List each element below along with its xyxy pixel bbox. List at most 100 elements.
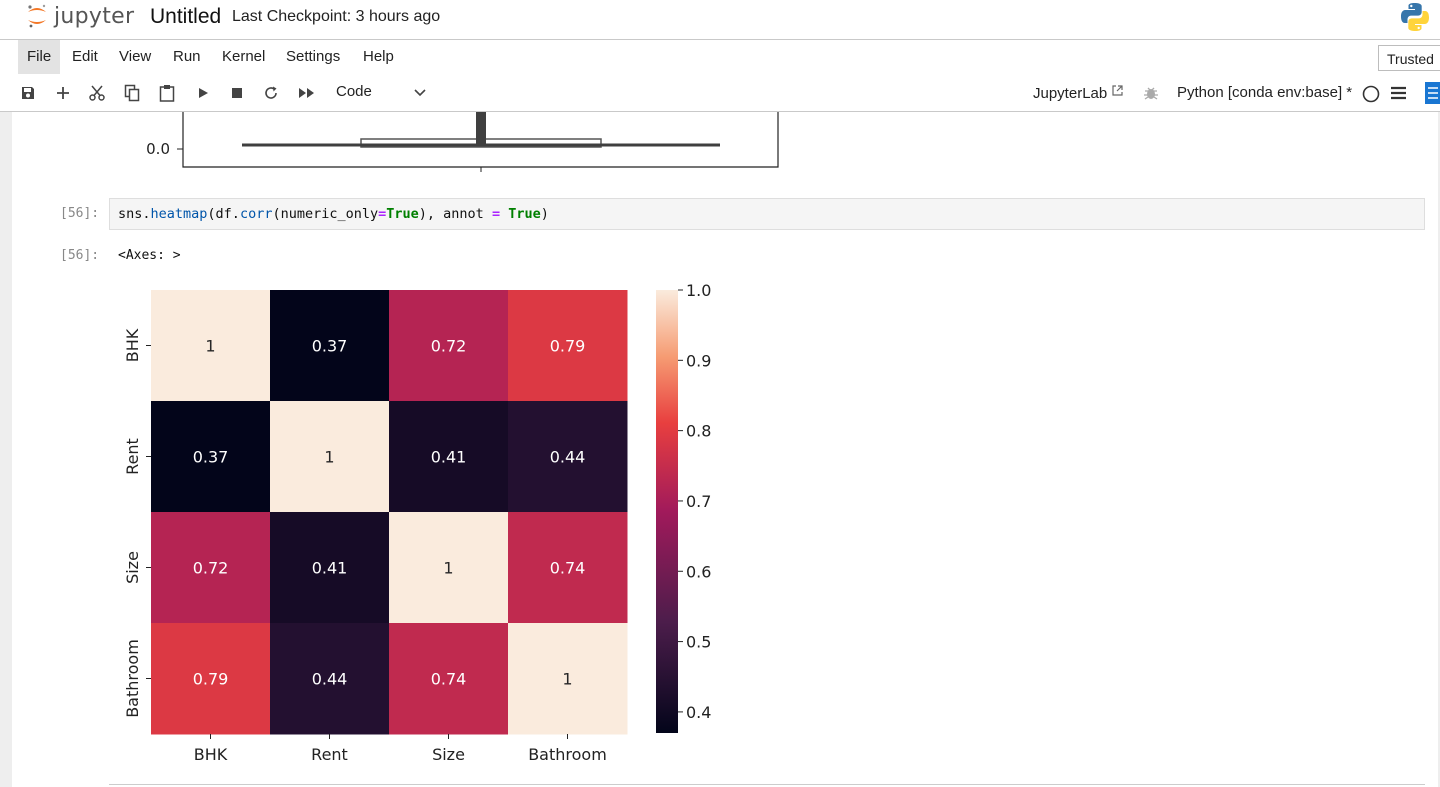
copy-icon bbox=[124, 84, 140, 102]
heatmap-cell bbox=[508, 623, 628, 735]
heatmap-cells: 1 0.37 0.72 0.79 0.37 1 0.41 0.44 0.72 0.41 1 0.74 0… bbox=[151, 290, 628, 735]
heatmap-annotation: 0.79 bbox=[550, 337, 586, 356]
heatmap-annotation: 1 bbox=[324, 448, 334, 467]
heatmap-cell bbox=[151, 290, 271, 402]
heatmap-annotation: 0.72 bbox=[193, 559, 229, 578]
menu-kernel[interactable]: Kernel bbox=[222, 48, 266, 65]
x-tick-label: BHK bbox=[194, 745, 228, 764]
code-token: sns. bbox=[118, 206, 151, 222]
code-token-function: corr bbox=[239, 206, 273, 222]
menu-edit[interactable]: Edit bbox=[72, 48, 98, 65]
kernel-name[interactable]: Python [conda env:base] * bbox=[1177, 84, 1353, 101]
code-token-operator: = bbox=[378, 206, 387, 222]
colorbar-tick-label: 1.0 bbox=[686, 281, 711, 300]
copy-button[interactable] bbox=[121, 82, 143, 104]
notebook-title[interactable]: Untitled bbox=[150, 5, 222, 28]
code-token bbox=[500, 206, 508, 222]
debugger-icon[interactable] bbox=[1143, 85, 1159, 101]
stop-icon bbox=[232, 88, 242, 98]
code-token: (numeric_only bbox=[272, 206, 379, 222]
heatmap-cell bbox=[508, 512, 628, 624]
code-cell-input[interactable]: sns.heatmap(df.corr(numeric_only=True), … bbox=[109, 198, 1425, 230]
heatmap-annotation: 0.44 bbox=[312, 670, 348, 689]
colorbar-tick-label: 0.6 bbox=[686, 562, 711, 581]
save-icon bbox=[22, 87, 34, 99]
correlation-heatmap: 1 0.37 0.72 0.790.37 1 0.41 0.440.72 0.41 1 0.740… bbox=[123, 281, 711, 764]
menu-run[interactable]: Run bbox=[173, 48, 201, 65]
heatmap-cell bbox=[270, 290, 390, 402]
code-token-function: heatmap bbox=[150, 206, 208, 222]
paste-button[interactable] bbox=[156, 82, 178, 104]
cell-type-select[interactable]: Code bbox=[336, 83, 372, 100]
previous-boxplot: 0.0 bbox=[146, 112, 779, 172]
python-logo-icon bbox=[1401, 3, 1429, 31]
scissors-icon bbox=[89, 85, 105, 101]
colorbar-tick-label: 0.4 bbox=[686, 703, 711, 722]
heatmap-cell bbox=[508, 290, 628, 402]
heatmap-annotation: 1 bbox=[205, 337, 215, 356]
x-tick-label: Bathroom bbox=[528, 745, 607, 764]
output-prompt: [56]: bbox=[60, 248, 100, 263]
heatmap-annotation: 0.74 bbox=[550, 559, 586, 578]
interrupt-button[interactable] bbox=[226, 82, 248, 104]
colorbar-tick-label: 0.9 bbox=[686, 351, 711, 370]
jupyter-logo-icon bbox=[28, 4, 46, 28]
heatmap-annotation: 0.79 bbox=[193, 670, 229, 689]
restart-button[interactable] bbox=[260, 82, 282, 104]
restart-run-all-button[interactable] bbox=[296, 82, 318, 104]
code-token: ), annot bbox=[418, 206, 492, 222]
heatmap-annotation: 0.41 bbox=[312, 559, 348, 578]
refresh-icon bbox=[265, 86, 277, 99]
plus-icon bbox=[57, 87, 69, 99]
notebook-panel[interactable]: 0.0 [56]: sns.heatmap(df.corr(numeric_on… bbox=[12, 112, 1438, 787]
paste-icon bbox=[159, 85, 175, 102]
chevron-down-icon bbox=[414, 89, 426, 97]
heatmap-annotation: 0.37 bbox=[193, 448, 229, 467]
heatmap-cell bbox=[151, 401, 271, 513]
heatmap-cell bbox=[270, 512, 390, 624]
fast-forward-icon bbox=[299, 88, 314, 98]
input-prompt: [56]: bbox=[60, 206, 100, 221]
menu-help[interactable]: Help bbox=[363, 48, 394, 65]
notebook-toolbar: Code JupyterLab Python [conda env:base] … bbox=[0, 74, 1440, 112]
heatmap-annotation: 1 bbox=[562, 670, 572, 689]
code-token: ) bbox=[540, 206, 549, 222]
menu-file[interactable]: File bbox=[18, 40, 61, 74]
cell-divider bbox=[109, 784, 1425, 785]
menu-bar: File Edit View Run Kernel Settings Help bbox=[0, 39, 1440, 75]
heatmap-ticks: BHK Rent Size Bathroom BHK Rent Size Bathroom bbox=[123, 328, 607, 764]
menu-hamburger-icon[interactable] bbox=[1391, 86, 1406, 100]
menu-view[interactable]: View bbox=[119, 48, 152, 65]
heatmap-cell bbox=[389, 290, 509, 402]
jupyter-logo-text: jupyter bbox=[54, 3, 135, 29]
y-tick-label: Rent bbox=[123, 438, 142, 475]
code-token: (df. bbox=[207, 206, 240, 222]
run-button[interactable] bbox=[192, 82, 214, 104]
property-inspector-icon[interactable] bbox=[1425, 82, 1440, 104]
menu-settings[interactable]: Settings bbox=[286, 48, 341, 65]
heatmap-annotation: 1 bbox=[443, 559, 453, 578]
heatmap-annotation: 0.74 bbox=[431, 670, 467, 689]
code-token-keyword: True bbox=[508, 206, 541, 222]
colorbar-ticks: 1.0 0.9 0.8 0.7 0.6 0.5 0.4 bbox=[678, 281, 711, 722]
heatmap-cell bbox=[151, 512, 271, 624]
cut-button[interactable] bbox=[86, 82, 108, 104]
code-editor-line[interactable]: sns.heatmap(df.corr(numeric_only=True), … bbox=[118, 206, 549, 222]
heatmap-annotation: 0.41 bbox=[431, 448, 467, 467]
colorbar-tick-label: 0.5 bbox=[686, 633, 711, 652]
x-tick-label: Rent bbox=[311, 745, 348, 764]
save-button[interactable] bbox=[17, 82, 39, 104]
add-cell-button[interactable] bbox=[52, 82, 74, 104]
jupyterlab-link[interactable]: JupyterLab bbox=[1033, 84, 1124, 102]
colorbar-tick-label: 0.8 bbox=[686, 422, 711, 441]
last-checkpoint: Last Checkpoint: 3 hours ago bbox=[232, 8, 441, 25]
jupyterlab-label: JupyterLab bbox=[1033, 85, 1108, 102]
jupyter-logo[interactable]: jupyter bbox=[26, 2, 134, 30]
code-token-keyword: True bbox=[386, 206, 419, 222]
kernel-status-idle-icon bbox=[1362, 85, 1380, 103]
top-header: jupyter Untitled Last Checkpoint: 3 hour… bbox=[0, 0, 1440, 39]
y-tick-label: Size bbox=[123, 551, 142, 584]
code-token-operator: = bbox=[491, 206, 501, 222]
trusted-indicator[interactable]: Trusted bbox=[1378, 45, 1440, 71]
colorbar-tick-label: 0.7 bbox=[686, 492, 711, 511]
